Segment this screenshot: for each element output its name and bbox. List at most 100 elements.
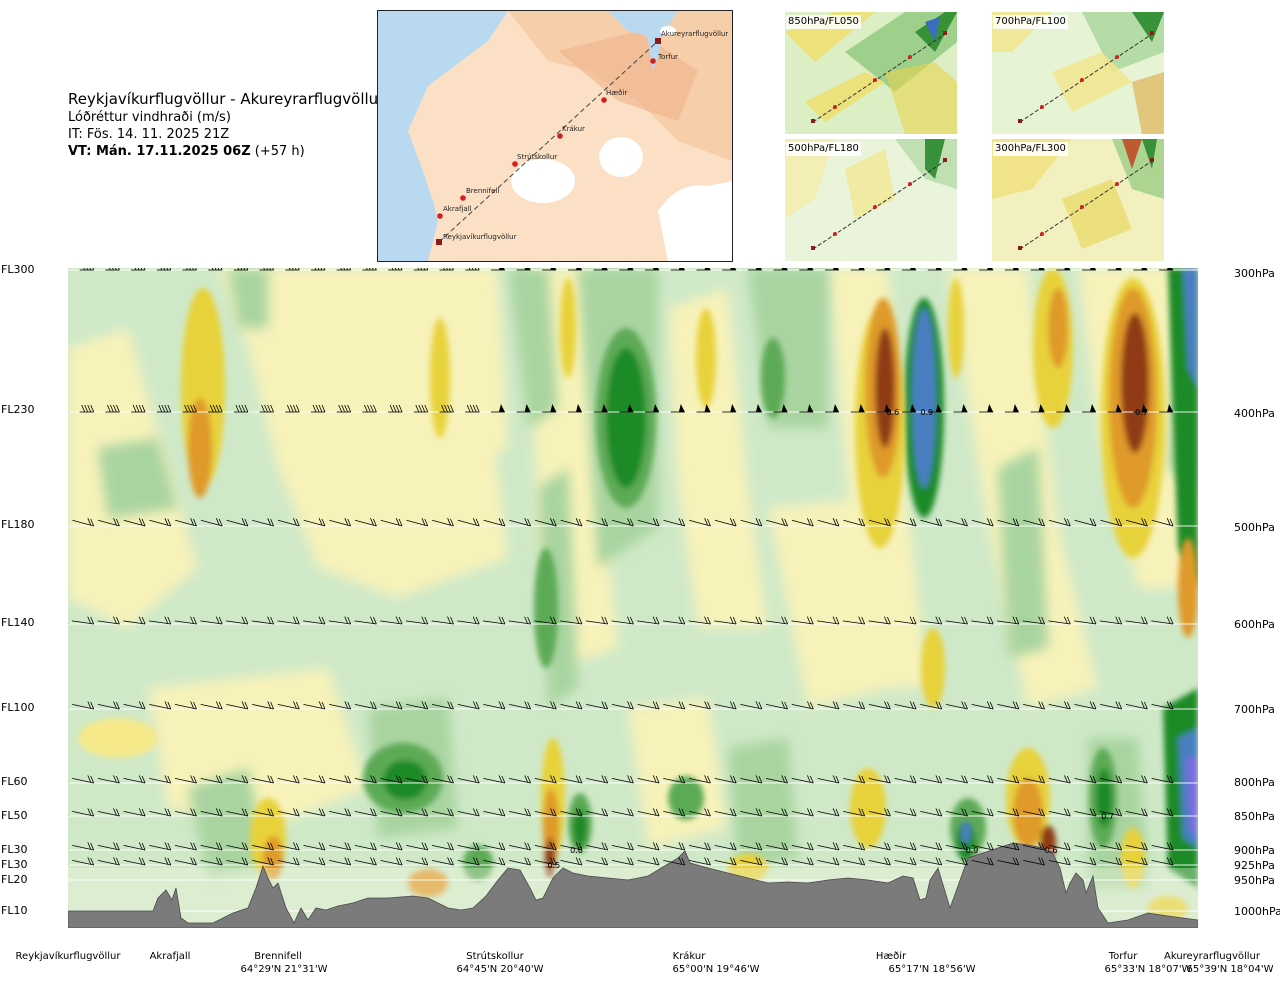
- wind-barb: [799, 404, 814, 413]
- wind-barb: [688, 775, 711, 784]
- wind-barb: [850, 404, 865, 413]
- wind-barb: [79, 268, 95, 271]
- wind-barb: [97, 518, 120, 527]
- wind-barb: [431, 775, 454, 784]
- wind-barb: [1048, 857, 1071, 866]
- wind-barb: [516, 268, 531, 271]
- wind-barb: [149, 857, 172, 866]
- wind-barb: [979, 268, 994, 271]
- hpa-label-925: 925hPa: [1234, 859, 1275, 872]
- wind-barb: [868, 518, 891, 527]
- wind-barb: [439, 404, 454, 413]
- wind-barb: [1100, 701, 1123, 710]
- wind-barb: [432, 518, 454, 527]
- wind-barb: [431, 842, 454, 851]
- wind-barb: [747, 404, 762, 413]
- wind-barb: [252, 842, 274, 851]
- wind-barb: [259, 268, 274, 271]
- wind-barb: [285, 404, 300, 413]
- wind-barb: [920, 842, 943, 851]
- wind-barb: [1100, 775, 1123, 784]
- wind-barb: [277, 701, 300, 710]
- wind-barb: [483, 701, 506, 710]
- wind-barb: [868, 701, 891, 710]
- wind-barb: [362, 268, 377, 271]
- wind-barb: [593, 404, 608, 413]
- wind-barb: [72, 775, 95, 784]
- fl-label-100: FL100: [1, 701, 35, 714]
- wind-barb: [894, 701, 917, 710]
- wind-barb: [1004, 268, 1019, 271]
- contour-label-4: 0.6: [570, 846, 583, 855]
- panel-700hpa-label: 700hPa/FL100: [993, 15, 1068, 29]
- wind-barb: [945, 616, 968, 625]
- wind-barb: [894, 857, 917, 866]
- wind-barb: [971, 701, 994, 710]
- wind-barb: [226, 857, 249, 866]
- wind-barb: [894, 842, 917, 851]
- wind-barb: [131, 268, 146, 271]
- wind-barb: [637, 701, 660, 710]
- wind-barb: [200, 775, 223, 784]
- wind-barb: [380, 857, 403, 866]
- wind-barb: [509, 842, 531, 851]
- wind-barb: [688, 842, 711, 851]
- wind-barb: [876, 404, 891, 413]
- wind-barb: [971, 616, 994, 625]
- wind-barb: [1133, 268, 1148, 271]
- wind-barb: [670, 268, 685, 271]
- wind-barb: [817, 616, 840, 625]
- wind-barb: [773, 268, 788, 271]
- wind-barb: [200, 701, 223, 710]
- wind-barb: [1074, 701, 1097, 710]
- waypoint-strutskollur: Strútskollur: [466, 951, 524, 962]
- wind-barb: [97, 808, 120, 817]
- wind-barb: [175, 518, 197, 527]
- waypoint-haedir-coord: 65°17'N 18°56'W: [888, 964, 976, 975]
- wind-barb: [868, 808, 891, 817]
- wind-barb: [457, 701, 480, 710]
- panel-300hpa: 300hPa/FL300: [992, 139, 1164, 261]
- wind-barb: [971, 808, 994, 817]
- wind-barb: [1048, 808, 1071, 817]
- cross-section-plot: 0.6 0.9 0.7 0.7 0.6 0.9 0.6 0.5: [68, 268, 1198, 928]
- wind-barb: [894, 518, 917, 527]
- wind-barb: [542, 268, 557, 271]
- wind-barb: [766, 518, 788, 527]
- valid-time-bold: VT: Mán. 17.11.2025 06Z: [68, 144, 251, 159]
- wind-barb: [894, 616, 917, 625]
- wind-barb: [902, 404, 917, 413]
- wind-barb: [1074, 808, 1097, 817]
- wind-barb: [226, 701, 249, 710]
- waypoint-akureyri: Akureyrarflugvöllur: [1163, 951, 1261, 962]
- wind-barb: [457, 842, 480, 851]
- hpa-label-600: 600hPa: [1234, 618, 1275, 631]
- wind-barb: [1074, 775, 1097, 784]
- wind-barb: [868, 857, 891, 866]
- wind-barb: [72, 842, 95, 851]
- fl-label-140: FL140: [1, 616, 35, 629]
- wind-barb: [747, 268, 762, 271]
- wind-barb: [586, 808, 609, 817]
- hpa-label-1000: 1000hPa: [1234, 905, 1280, 918]
- route-map: Akureyrarflugvöllur Torfur Hæðir Krákur …: [377, 10, 733, 262]
- wind-barb: [303, 616, 326, 625]
- waypoint-torfur-coord: 65°33'N 18°07'W: [1104, 964, 1192, 975]
- wind-barb: [791, 518, 814, 527]
- wind-barb: [509, 518, 531, 527]
- wind-barb: [817, 808, 840, 817]
- wind-barb: [123, 518, 146, 527]
- wind-barb: [354, 616, 377, 625]
- wind-barb: [611, 842, 634, 851]
- wind-barb: [200, 842, 223, 851]
- wind-barb: [1048, 701, 1071, 710]
- wind-barb: [611, 857, 634, 866]
- valid-time: VT: Mán. 17.11.2025 06Z (+57 h): [68, 143, 305, 160]
- wind-barb: [148, 616, 172, 625]
- wind-barb: [233, 268, 249, 271]
- wind-barb: [1048, 518, 1071, 527]
- wind-barb: [663, 857, 686, 866]
- wind-barb: [97, 775, 120, 784]
- wind-barb: [637, 616, 660, 625]
- wind-barb: [825, 268, 839, 271]
